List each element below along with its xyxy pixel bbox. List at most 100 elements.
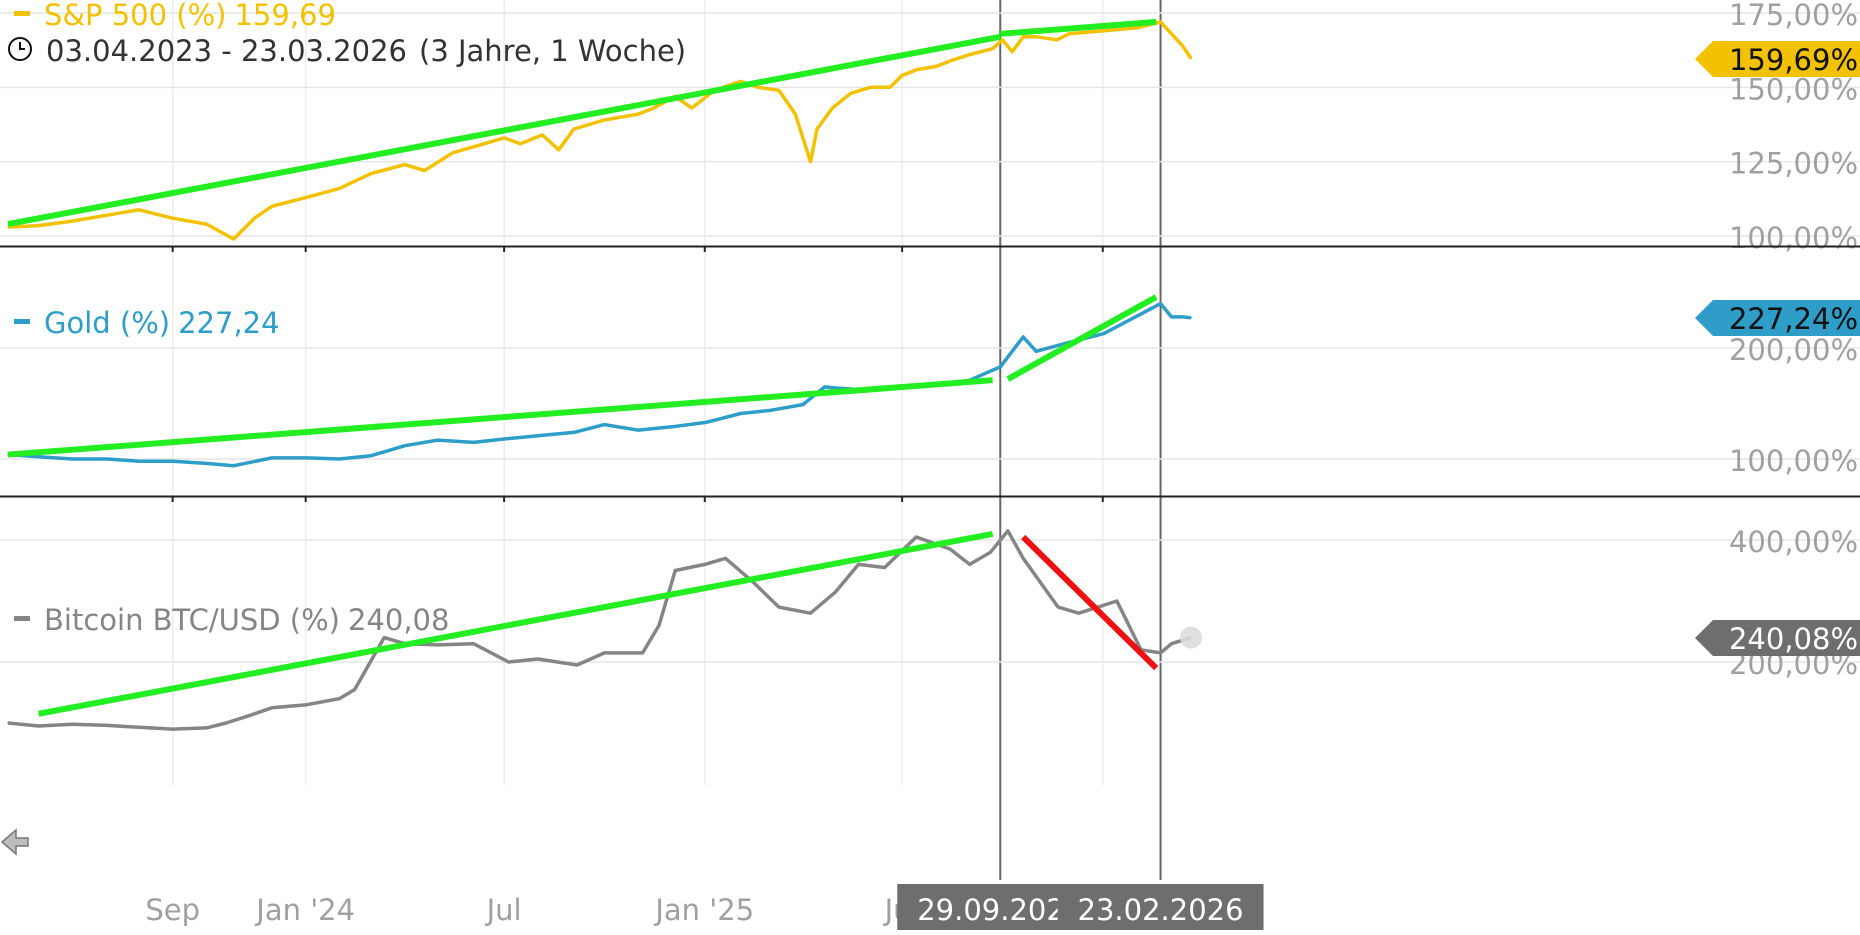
legend-bitcoin: Bitcoin BTC/USD (%) 240,08 [14, 603, 449, 637]
data-point-2 [883, 566, 886, 569]
data-point-2 [576, 664, 578, 666]
data-point-0 [1068, 33, 1070, 35]
data-point-0 [106, 214, 108, 216]
data-point-1 [1181, 316, 1184, 318]
trendline [1021, 534, 1159, 671]
y-tick-label: 175,00% [1729, 0, 1858, 32]
data-point-0 [423, 169, 426, 172]
legend-bitcoin-value: 240,08 [347, 603, 450, 637]
data-point-2 [968, 563, 971, 566]
data-point-2 [37, 725, 40, 727]
data-point-1 [503, 438, 505, 440]
data-point-2 [704, 563, 706, 566]
x-tick-label: Jan '25 [653, 893, 754, 927]
y-axis-0: 175,00% 150,00% 125,00% 100,00% [0, 0, 1860, 255]
data-point-2 [1057, 606, 1059, 608]
trendline [1006, 294, 1158, 382]
data-point-0 [1056, 39, 1058, 41]
data-point-1 [823, 386, 826, 388]
data-point-2 [724, 557, 727, 560]
data-point-2 [171, 728, 174, 730]
data-point-0 [541, 134, 544, 136]
badge-label: 227,24% [1729, 302, 1858, 336]
y-tick-label: 100,00% [1729, 221, 1858, 255]
y-tick-label: 400,00% [1729, 525, 1858, 559]
y-tick-label: 150,00% [1729, 72, 1858, 106]
legend-bitcoin-name: Bitcoin BTC/USD (%) [44, 603, 340, 637]
data-point-0 [519, 143, 522, 145]
data-point-1 [404, 444, 406, 447]
data-point-0 [138, 209, 140, 211]
data-point-2 [225, 722, 227, 724]
data-point-2 [7, 722, 9, 724]
data-point-1 [232, 464, 235, 467]
data-point-2 [809, 612, 812, 614]
legend-sp500-name: S&P 500 (%) [44, 0, 227, 32]
data-point-0 [404, 163, 406, 166]
data-point-1 [603, 423, 606, 426]
legend-gold: Gold (%) 227,24 [14, 306, 280, 340]
data-point-1 [1170, 316, 1173, 318]
data-point-2 [915, 536, 918, 538]
value-badge-2: 240,08% [1695, 620, 1860, 656]
badge-label: 159,69% [1729, 43, 1858, 77]
data-point-0 [901, 74, 903, 77]
data-point-0 [739, 80, 742, 83]
y-tick-label: 200,00% [1729, 333, 1858, 367]
data-point-2 [1170, 642, 1173, 645]
y-tick-label: 100,00% [1729, 444, 1858, 478]
x-tick-label: Sep [145, 893, 200, 927]
data-point-0 [816, 128, 818, 130]
data-point-0 [205, 223, 208, 225]
data-point-2 [1116, 600, 1118, 602]
clock-icon [8, 37, 32, 61]
data-point-0 [778, 89, 780, 92]
data-point-1 [1190, 317, 1192, 319]
data-point-0 [935, 65, 937, 68]
data-point-1 [436, 439, 439, 441]
data-point-2 [271, 707, 273, 709]
data-point-1 [705, 421, 707, 424]
marker-date-label: 23.02.2026 [1057, 884, 1264, 930]
date-range-extra: (3 Jahre, 1 Woche) [419, 34, 687, 68]
data-point-0 [1011, 50, 1014, 53]
data-point-1 [306, 457, 308, 459]
data-point-0 [1190, 57, 1192, 60]
data-point-0 [253, 217, 256, 219]
marker-label-bg [1057, 884, 1264, 930]
data-point-2 [383, 636, 386, 639]
legend-swatch-gold [14, 318, 30, 324]
data-point-0 [869, 86, 872, 89]
data-point-2 [1159, 652, 1162, 654]
date-range-text: 03.04.2023 - 23.03.2026 [46, 34, 407, 68]
data-point-0 [1022, 36, 1024, 38]
data-point-0 [1135, 27, 1138, 29]
y-axis-1: 200,00% 100,00% [0, 333, 1860, 478]
trendline [37, 530, 994, 717]
data-point-0 [338, 187, 341, 190]
data-point-2 [205, 727, 208, 729]
data-point-1 [1022, 336, 1024, 338]
data-point-0 [637, 113, 640, 115]
data-point-0 [573, 128, 575, 130]
data-point-0 [557, 149, 560, 151]
data-point-0 [1170, 33, 1173, 35]
data-point-2 [641, 652, 644, 654]
data-point-2 [436, 644, 439, 646]
data-point-2 [857, 563, 860, 566]
data-point-0 [794, 113, 797, 115]
data-point-0 [690, 107, 693, 109]
data-point-0 [232, 238, 235, 240]
data-point-1 [472, 441, 475, 444]
data-point-1 [573, 431, 575, 434]
data-point-1 [1103, 332, 1105, 335]
data-point-2 [753, 581, 755, 584]
data-point-0 [831, 107, 834, 109]
data-point-2 [1078, 612, 1080, 614]
badge-shape [1695, 300, 1860, 336]
data-point-0 [472, 146, 475, 148]
data-point-1 [205, 462, 208, 465]
value-badge-1: 227,24% [1695, 300, 1860, 336]
